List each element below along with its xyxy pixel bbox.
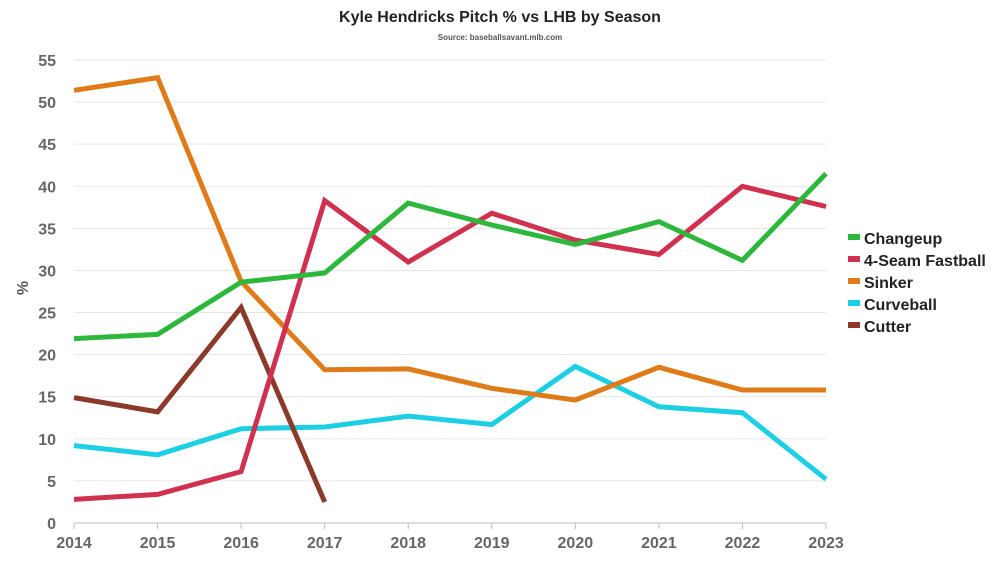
y-tick-label: 25: [38, 306, 56, 323]
legend-swatch-cutter: [848, 322, 860, 328]
series-line-curveball: [73, 363, 828, 482]
y-tick-label: 30: [38, 263, 56, 280]
y-tick-label: 10: [38, 432, 56, 449]
x-tick-label: 2018: [390, 535, 426, 552]
chart-title: Kyle Hendricks Pitch % vs LHB by Season: [339, 9, 661, 26]
series-line-changeup: [73, 171, 828, 342]
legend-label-changeup: Changeup: [864, 231, 942, 248]
x-tick-label: 2017: [307, 535, 343, 552]
y-axis-label: %: [15, 281, 32, 295]
series-layer: [73, 74, 828, 503]
legend-swatch-curveball: [848, 300, 860, 306]
x-tick-label: 2019: [474, 535, 510, 552]
x-tick-label: 2015: [140, 535, 176, 552]
x-tick-label: 2020: [558, 535, 594, 552]
legend-swatch-sinker: [848, 278, 860, 284]
x-tick-label: 2023: [808, 535, 844, 552]
x-tick-label: 2016: [223, 535, 259, 552]
x-tick-label: 2014: [56, 535, 92, 552]
y-tick-label: 5: [47, 474, 56, 491]
grid-layer: [74, 59, 826, 482]
y-tick-label: 55: [38, 53, 56, 70]
axis-layer: 0 5 10 15 20 25 30 35 40 45 50 55 2014 2015 2016 2017 20…: [38, 53, 844, 552]
legend-label-curveball: Curveball: [864, 297, 937, 314]
y-tick-label: 0: [47, 516, 56, 533]
y-tick-label: 35: [38, 221, 56, 238]
legend-label-cutter: Cutter: [864, 319, 911, 336]
series-line-cutter: [73, 302, 327, 503]
series-line-sinker: [73, 74, 826, 403]
series-line-4-seam-fastball: [73, 183, 827, 502]
x-tick-label: 2021: [641, 535, 677, 552]
y-tick-label: 15: [38, 390, 56, 407]
x-tick-label: 2022: [725, 535, 761, 552]
legend-label-4-seam-fastball: 4-Seam Fastball: [864, 253, 986, 270]
chart-subtitle: Source: baseballsavant.mlb.com: [438, 33, 563, 42]
y-tick-label: 45: [38, 137, 56, 154]
legend: Changeup 4-Seam Fastball Sinker Curveball Cu…: [848, 231, 986, 336]
y-tick-label: 20: [38, 348, 56, 365]
legend-swatch-changeup: [848, 234, 860, 240]
y-tick-label: 50: [38, 95, 56, 112]
y-tick-label: 40: [38, 179, 56, 196]
legend-swatch-4-seam-fastball: [848, 256, 860, 262]
legend-label-sinker: Sinker: [864, 275, 913, 292]
